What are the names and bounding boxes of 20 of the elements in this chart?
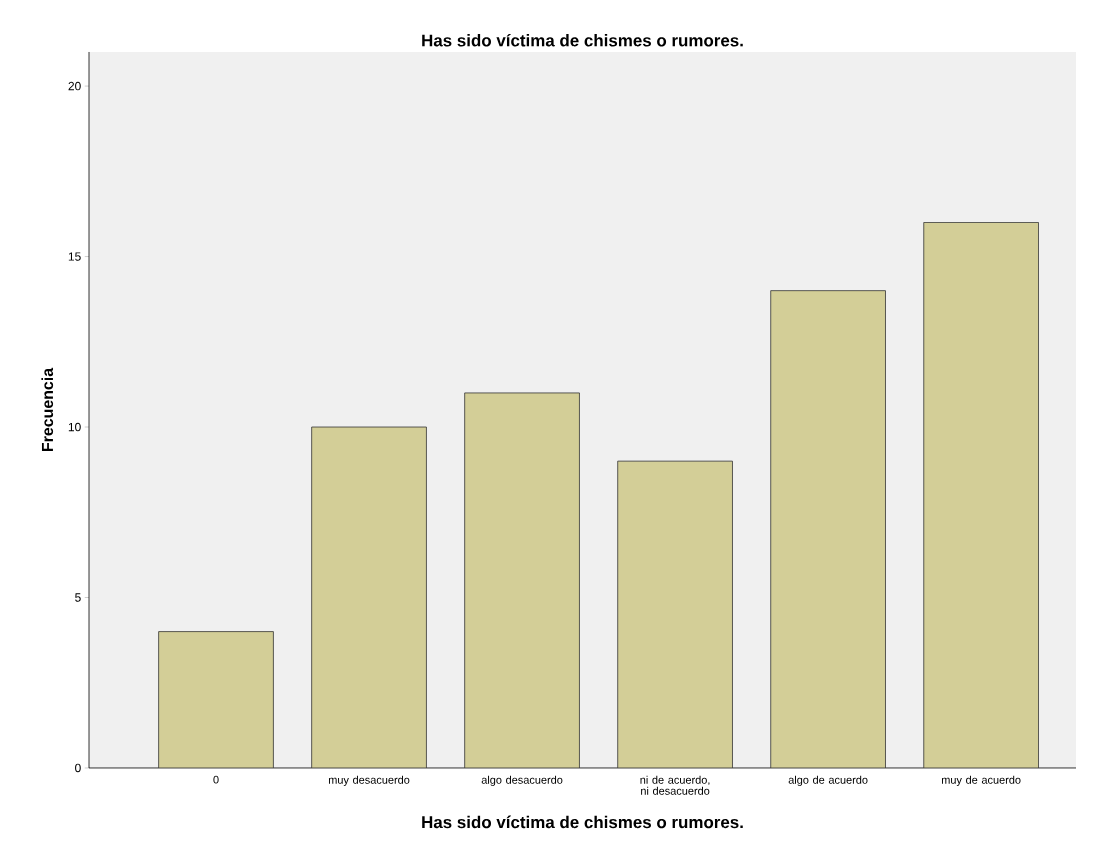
x-tick-label: ni de acuerdo, ni desacuerdo [640, 775, 710, 795]
x-tick-label: muy de acuerdo [941, 775, 1021, 786]
bar [770, 290, 886, 768]
bar [923, 222, 1039, 768]
y-tick-label: 10 [68, 422, 81, 432]
bar [617, 460, 733, 768]
bar [311, 426, 427, 768]
y-tick-label: 15 [68, 252, 81, 261]
x-tick-label: algo de acuerdo [788, 775, 868, 786]
y-tick-label: 5 [75, 593, 81, 602]
x-tick-label: muy desacuerdo [328, 775, 410, 786]
y-axis-title: Frecuencia [41, 367, 54, 452]
x-tick-label: 0 [213, 775, 219, 784]
x-tick-label: algo desacuerdo [481, 775, 563, 786]
bar [158, 631, 274, 768]
chart-title: Has sido víctima de chismes o rumores. [422, 33, 743, 47]
y-tick-label: 20 [68, 81, 81, 91]
bar [464, 392, 580, 768]
x-axis-title: Has sido víctima de chismes o rumores. [422, 815, 743, 829]
y-tick-label: 0 [75, 763, 81, 773]
